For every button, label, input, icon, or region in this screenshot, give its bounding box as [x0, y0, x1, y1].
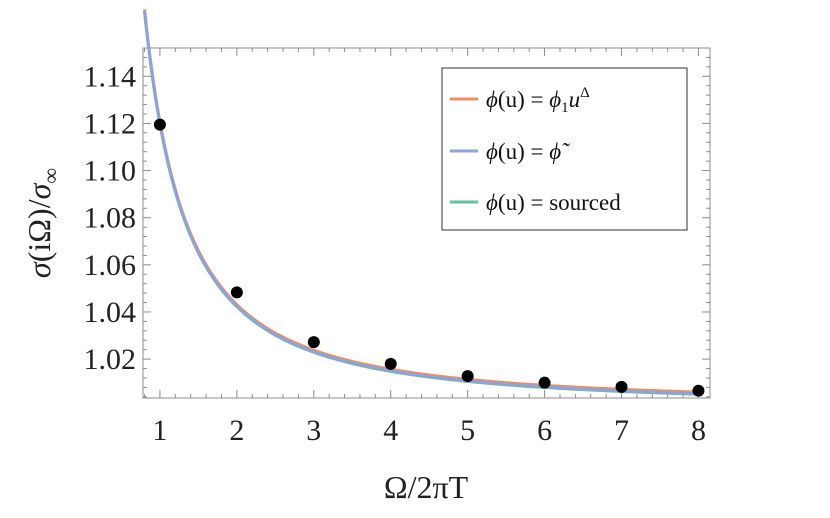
- data-points: [153, 118, 705, 397]
- data-point: [538, 376, 551, 389]
- y-tick-labels: 1.02 1.04 1.06 1.08 1.10 1.12 1.14: [84, 60, 137, 376]
- y-tick-label: 1.08: [84, 202, 137, 235]
- data-point: [384, 357, 397, 370]
- x-tick-label: 4: [383, 414, 398, 447]
- x-axis-label: Ω/2πT: [384, 469, 469, 505]
- legend: ϕ(u) = ϕ1uΔ ϕ(u) = ϕ̃ ϕ(u) = sourced: [441, 67, 688, 231]
- data-point: [230, 286, 243, 299]
- y-tick-label: 1.12: [84, 107, 137, 140]
- y-axis-label: σ(iΩ)/σ∞: [21, 168, 63, 278]
- axis-ticks: [143, 47, 710, 398]
- y-tick-label: 1.04: [84, 296, 137, 329]
- x-tick-label: 3: [306, 414, 321, 447]
- legend-entry-sourced: ϕ(u) = sourced: [486, 190, 621, 215]
- series-curves: [143, 9, 703, 396]
- x-tick-label: 7: [614, 414, 629, 447]
- x-tick-label: 1: [152, 414, 167, 447]
- y-tick-label: 1.06: [84, 249, 137, 282]
- series-line-1: [143, 10, 703, 396]
- x-tick-label: 6: [537, 414, 552, 447]
- y-tick-label: 1.02: [84, 343, 137, 376]
- data-point: [307, 336, 320, 349]
- data-point: [615, 380, 628, 393]
- plot-frame: [142, 47, 711, 399]
- x-tick-label: 8: [691, 414, 706, 447]
- data-point: [692, 384, 705, 397]
- legend-box: [441, 67, 688, 231]
- data-point: [153, 118, 166, 131]
- data-point: [461, 370, 474, 383]
- y-tick-label: 1.14: [84, 60, 137, 93]
- legend-entry-tilde: ϕ(u) = ϕ̃: [486, 139, 571, 164]
- legend-entry-power-law: ϕ(u) = ϕ1uΔ: [486, 85, 590, 116]
- x-tick-label: 2: [229, 414, 244, 447]
- x-tick-labels: 1 2 3 4 5 6 7 8: [152, 414, 706, 447]
- x-tick-label: 5: [460, 414, 475, 447]
- y-tick-label: 1.10: [84, 155, 137, 188]
